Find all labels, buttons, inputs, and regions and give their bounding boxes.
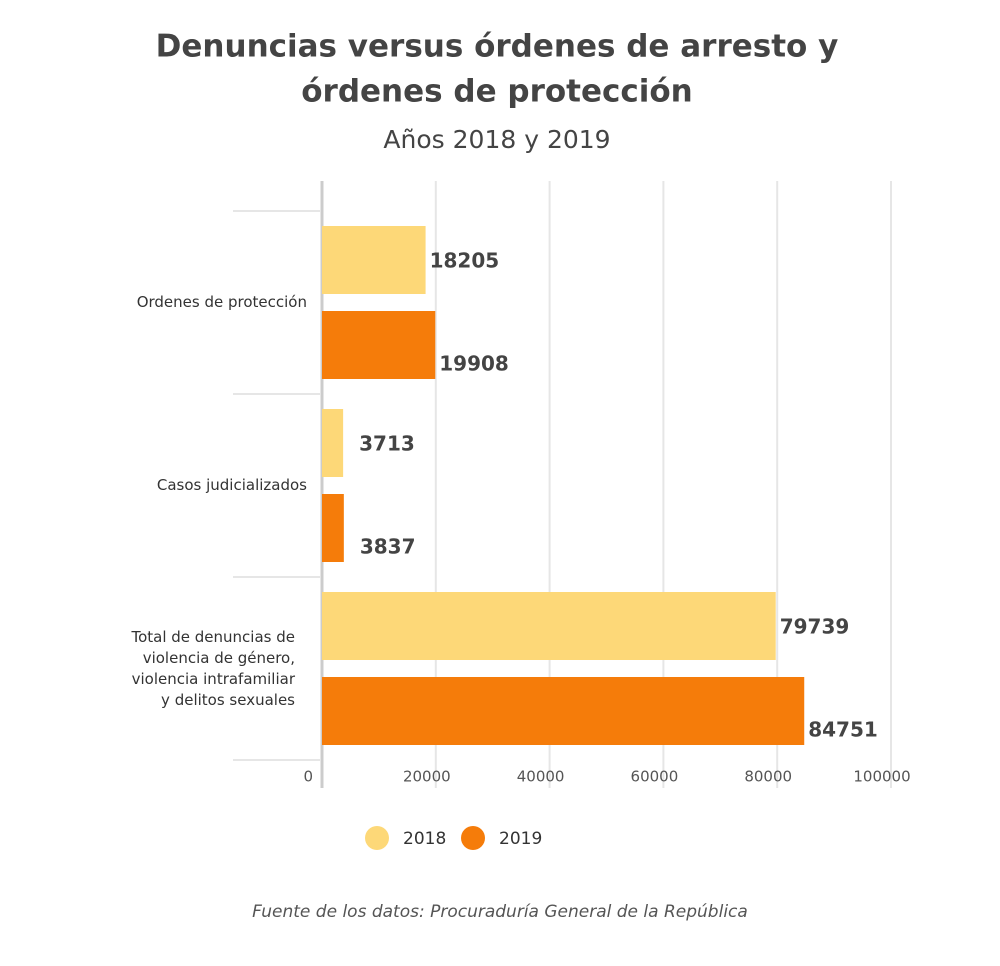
bar — [322, 409, 344, 477]
chart-title: Denuncias versus órdenes de arresto y órd… — [156, 28, 839, 109]
value-label: 18205 — [430, 249, 500, 273]
x-tick-label: 100000 — [853, 768, 910, 786]
value-label: 3837 — [360, 535, 416, 559]
source-note: Fuente de los datos: Procuraduría Genera… — [252, 902, 748, 922]
x-tick-label: 40000 — [517, 768, 565, 786]
value-label: 3713 — [359, 432, 415, 456]
bar — [322, 592, 776, 660]
legend-label: 2019 — [499, 829, 542, 849]
category-label: Total de denuncias de violencia de género… — [130, 628, 295, 709]
value-label: 84751 — [808, 718, 878, 742]
legend-swatch — [365, 826, 389, 850]
x-tick-label: 60000 — [631, 768, 679, 786]
legend-swatch — [461, 826, 485, 850]
value-label: 19908 — [439, 352, 509, 376]
x-tick-label: 80000 — [744, 768, 792, 786]
bar — [322, 311, 436, 379]
x-tick-label: 20000 — [403, 768, 451, 786]
value-label: 79739 — [780, 615, 850, 639]
bar — [322, 226, 426, 294]
chart-subtitle: Años 2018 y 2019 — [383, 125, 610, 154]
category-label: Casos judicializados — [157, 476, 307, 494]
bar — [322, 494, 344, 562]
category-label: Ordenes de protección — [137, 293, 307, 311]
bar — [322, 677, 805, 745]
x-tick-label: 0 — [303, 768, 313, 786]
legend-label: 2018 — [403, 829, 446, 849]
